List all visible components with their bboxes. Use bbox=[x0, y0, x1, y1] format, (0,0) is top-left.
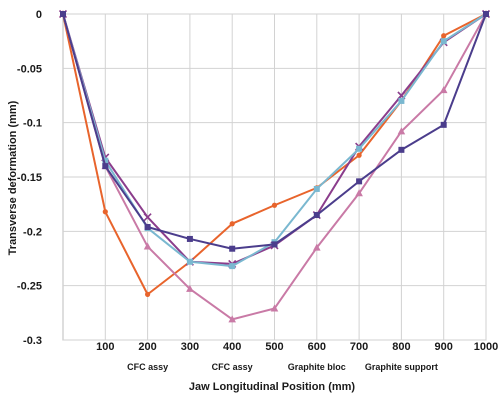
y-tick-label: -0.25 bbox=[17, 281, 42, 293]
data-point bbox=[229, 221, 235, 227]
y-axis-ticks: 0 -0.05 -0.1 -0.15 -0.2 -0.25 -0.3 bbox=[17, 9, 42, 347]
data-point bbox=[229, 245, 236, 252]
x-tick-label: 100 bbox=[96, 341, 114, 353]
x-axis-ticks: 100 200 300 400 500 600 700 800 900 1000 bbox=[96, 341, 498, 353]
data-point bbox=[483, 11, 489, 17]
region-annotations: CFC assy CFC assy Graphite bloc Graphite su… bbox=[127, 362, 438, 372]
data-point bbox=[398, 97, 405, 104]
x-tick-label: 600 bbox=[308, 341, 326, 353]
y-tick-label: -0.2 bbox=[23, 226, 42, 238]
series-5 bbox=[60, 11, 489, 252]
data-point bbox=[271, 202, 278, 208]
y-axis-title: Transverse deformation (mm) bbox=[7, 100, 19, 255]
data-point bbox=[313, 212, 320, 219]
region-annotation: Graphite support bbox=[365, 362, 438, 372]
x-tick-label: 500 bbox=[265, 341, 283, 353]
data-point bbox=[441, 33, 447, 39]
data-point bbox=[144, 223, 151, 230]
x-tick-label: 200 bbox=[138, 341, 156, 353]
data-point bbox=[313, 243, 321, 251]
data-point bbox=[398, 146, 405, 153]
data-point bbox=[186, 258, 193, 265]
region-annotation: CFC assy bbox=[127, 362, 168, 372]
x-tick-label: 700 bbox=[350, 341, 368, 353]
x-tick-label: 900 bbox=[435, 341, 453, 353]
y-tick-label: 0 bbox=[36, 9, 42, 21]
data-point bbox=[440, 38, 447, 45]
x-tick-label: 300 bbox=[181, 341, 199, 353]
data-point bbox=[60, 11, 66, 17]
data-point bbox=[355, 189, 363, 197]
data-point bbox=[270, 304, 279, 312]
x-tick-label: 800 bbox=[392, 341, 410, 353]
data-point bbox=[228, 315, 236, 323]
data-point bbox=[102, 157, 109, 164]
data-point bbox=[356, 178, 363, 185]
x-axis-title: Jaw Longitudinal Position (mm) bbox=[189, 381, 356, 393]
data-point bbox=[143, 242, 152, 250]
y-tick-label: -0.05 bbox=[17, 63, 42, 75]
data-point bbox=[186, 284, 194, 292]
y-tick-label: -0.3 bbox=[23, 335, 42, 347]
gridlines bbox=[62, 13, 487, 341]
y-tick-label: -0.15 bbox=[17, 172, 42, 184]
data-point bbox=[439, 86, 448, 94]
data-point bbox=[313, 185, 320, 192]
data-series bbox=[58, 9, 491, 323]
data-point bbox=[440, 121, 447, 128]
data-point bbox=[229, 263, 236, 270]
region-annotation: CFC assy bbox=[212, 362, 253, 372]
data-point bbox=[102, 163, 109, 170]
y-tick-label: -0.1 bbox=[23, 118, 42, 130]
region-annotation: Graphite bloc bbox=[288, 362, 346, 372]
data-point bbox=[102, 209, 108, 215]
x-tick-label: 1000 bbox=[474, 341, 498, 353]
data-point bbox=[186, 235, 193, 242]
data-point bbox=[356, 145, 363, 152]
data-point bbox=[145, 291, 151, 297]
data-point bbox=[397, 127, 406, 135]
x-tick-label: 400 bbox=[223, 341, 241, 353]
data-point bbox=[271, 241, 278, 248]
data-point bbox=[143, 213, 152, 222]
data-point bbox=[356, 152, 362, 158]
